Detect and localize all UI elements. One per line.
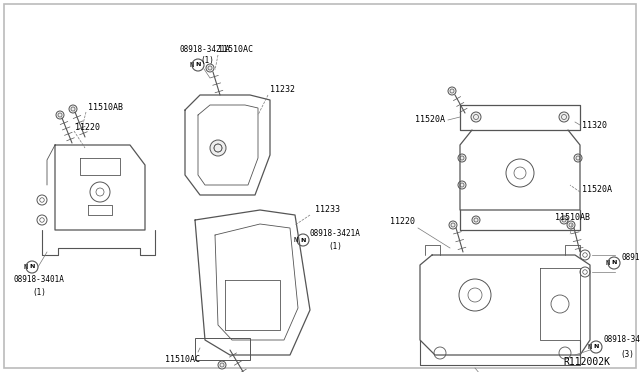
Text: N: N <box>189 62 193 68</box>
Circle shape <box>608 257 620 269</box>
Circle shape <box>590 341 602 353</box>
Text: (1): (1) <box>32 288 46 296</box>
Text: (3): (3) <box>638 266 640 275</box>
Text: N: N <box>587 344 591 350</box>
Circle shape <box>297 234 309 246</box>
Circle shape <box>560 216 568 224</box>
Text: N: N <box>294 237 298 243</box>
Text: 08918-3421A: 08918-3421A <box>180 45 231 55</box>
Circle shape <box>574 154 582 162</box>
Circle shape <box>56 111 64 119</box>
Text: 11510AC: 11510AC <box>218 45 253 55</box>
Circle shape <box>192 59 204 71</box>
Circle shape <box>472 216 480 224</box>
Text: N: N <box>195 62 201 67</box>
Text: N: N <box>300 237 306 243</box>
Text: N: N <box>611 260 617 266</box>
Text: N: N <box>29 264 35 269</box>
Circle shape <box>559 112 569 122</box>
Bar <box>195 338 250 360</box>
Circle shape <box>210 140 226 156</box>
Circle shape <box>69 105 77 113</box>
Text: (3): (3) <box>620 350 634 359</box>
Circle shape <box>458 181 466 189</box>
Text: 11220: 11220 <box>75 124 100 132</box>
Circle shape <box>206 64 214 72</box>
Text: 08918-3421A: 08918-3421A <box>622 253 640 262</box>
Circle shape <box>471 112 481 122</box>
Text: 11510AC: 11510AC <box>165 356 200 365</box>
Text: N: N <box>23 264 28 270</box>
Text: 08918-3421A: 08918-3421A <box>310 230 361 238</box>
Text: N: N <box>605 260 609 266</box>
Text: 11520A: 11520A <box>415 115 445 125</box>
Text: 11233: 11233 <box>315 205 340 215</box>
Circle shape <box>26 261 38 273</box>
Text: 11520A: 11520A <box>582 186 612 195</box>
Text: N: N <box>593 344 598 350</box>
Circle shape <box>567 221 575 229</box>
Text: 11510AB: 11510AB <box>555 214 590 222</box>
Circle shape <box>449 221 457 229</box>
Text: 11232: 11232 <box>270 86 295 94</box>
Text: 08918-3401A: 08918-3401A <box>14 276 65 285</box>
Text: 11220: 11220 <box>390 218 415 227</box>
Circle shape <box>448 87 456 95</box>
Text: 08918-3401A: 08918-3401A <box>604 336 640 344</box>
Circle shape <box>218 361 226 369</box>
Text: 11510AB: 11510AB <box>88 103 123 112</box>
Circle shape <box>458 154 466 162</box>
Text: R112002K: R112002K <box>563 357 610 367</box>
Text: (1): (1) <box>328 243 342 251</box>
Text: 11320: 11320 <box>582 121 607 129</box>
Text: (1): (1) <box>200 55 214 64</box>
